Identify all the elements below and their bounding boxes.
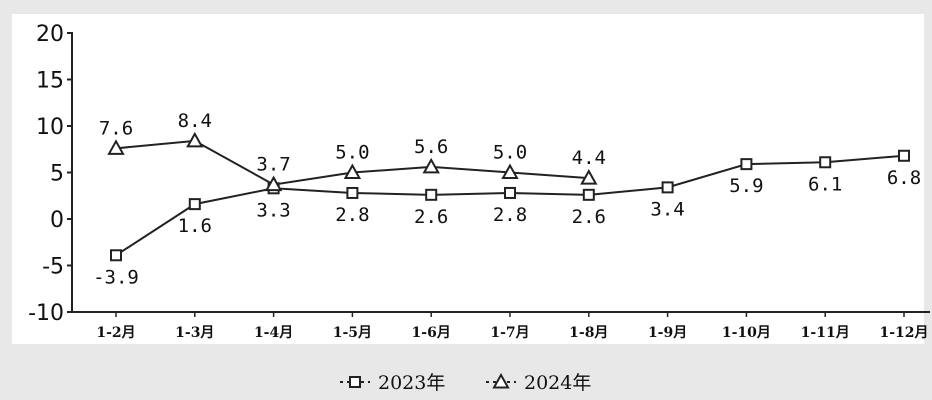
x-tick-label: 1-5月	[333, 325, 372, 341]
y-tick-label: -5	[42, 255, 64, 280]
data-labels: -3.9 1.6 3.3 2.8 2.6 2.8 2.6 3.4 5.9 6.1 6.8 7.6 8.4…	[93, 110, 921, 288]
data-label: 1.6	[178, 215, 212, 237]
data-point-triangle	[422, 157, 440, 174]
data-point-square	[110, 249, 122, 262]
data-label: 6.8	[887, 167, 921, 189]
data-point-square	[504, 186, 516, 199]
data-label: 2.8	[335, 204, 369, 226]
data-label: 5.9	[729, 175, 763, 197]
x-tick-label: 1-4月	[254, 325, 293, 341]
series-lines	[107, 131, 910, 262]
data-label: 3.3	[256, 199, 290, 221]
data-label: 2.6	[414, 206, 448, 228]
data-label: 8.4	[178, 110, 212, 132]
data-point-square	[661, 181, 674, 194]
x-tick-label: 1-9月	[648, 325, 687, 341]
legend-marker-square	[349, 376, 361, 388]
data-point-square	[819, 156, 832, 169]
y-tick-label: 0	[50, 208, 64, 233]
data-point-triangle	[107, 139, 125, 155]
y-tick-label: -10	[28, 301, 64, 326]
data-label: -3.9	[93, 266, 139, 288]
data-label: 2.6	[572, 206, 606, 228]
axes: -10 -5 0 5 10 15 20 1-2月 1-3月 1-4月 1-5月 1-6月 1-7月 1-8…	[28, 22, 930, 341]
y-tick-label: 5	[50, 162, 64, 187]
legend-marker-triangle	[492, 372, 510, 389]
data-label: 5.0	[335, 142, 369, 164]
data-label: 3.7	[256, 154, 290, 176]
legend-label: 2023年	[378, 372, 445, 394]
x-tick-label: 1-11月	[801, 325, 850, 341]
data-point-triangle	[343, 163, 362, 179]
data-point-triangle	[580, 169, 598, 185]
data-point-square	[582, 188, 595, 201]
plot-area	[12, 14, 924, 344]
x-tick-label: 1-6月	[412, 325, 451, 341]
data-point-square	[188, 198, 201, 211]
data-label: 7.6	[99, 117, 133, 139]
x-tick-label: 1-12月	[879, 325, 928, 341]
x-tick-label: 1-3月	[175, 325, 214, 341]
data-label: 5.6	[414, 136, 448, 158]
x-tick-label: 1-8月	[569, 325, 608, 341]
data-point-square	[425, 188, 438, 201]
data-point-square	[898, 149, 910, 162]
y-tick-label: 15	[36, 69, 64, 94]
data-point-triangle	[264, 175, 283, 192]
legend-label: 2024年	[524, 372, 591, 394]
data-point-triangle	[186, 131, 204, 148]
x-tick-label: 1-10月	[722, 325, 771, 341]
x-tick-label: 1-2月	[96, 325, 135, 341]
data-label: 4.4	[572, 147, 606, 169]
data-point-square	[740, 158, 753, 171]
legend: 2023年 2024年	[340, 372, 591, 394]
data-point-square	[346, 186, 359, 199]
data-label: 5.0	[493, 142, 527, 164]
data-label: 2.8	[493, 204, 527, 226]
data-label: 3.4	[650, 198, 684, 220]
y-tick-label: 20	[36, 22, 64, 47]
x-tick-label: 1-7月	[490, 325, 529, 341]
data-point-triangle	[501, 163, 519, 179]
y-tick-label: 10	[36, 115, 64, 140]
data-label: 6.1	[808, 173, 842, 195]
